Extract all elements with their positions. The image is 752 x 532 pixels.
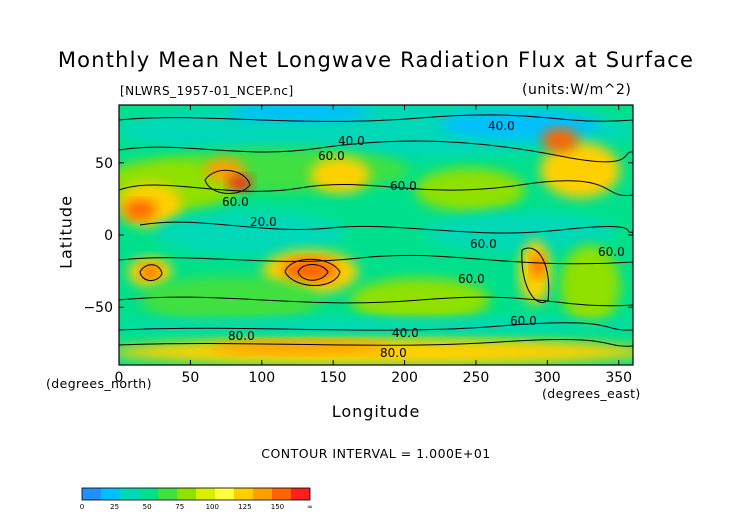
colorbar-swatch [215, 488, 234, 500]
contour-line [297, 264, 329, 281]
colorbar-frame [81, 487, 311, 501]
contour-label: 20.0 [250, 215, 277, 229]
field-blob [140, 265, 160, 279]
colorbar-swatch [177, 488, 196, 500]
field-blob [230, 105, 370, 122]
contour-lines [119, 114, 633, 347]
file-label: [NLWRS_1957-01_NCEP.nc] [120, 84, 294, 98]
x-tick-label: 350 [605, 370, 632, 386]
colorbar-tick-label: 0 [80, 503, 84, 511]
y-units-label: (degrees_north) [46, 376, 152, 391]
contour-line [284, 258, 341, 286]
colorbar-swatch [272, 488, 291, 500]
contour-line [119, 339, 633, 347]
colorbar-swatch [120, 488, 139, 500]
contour-label: 80.0 [228, 329, 255, 343]
contour-line [119, 140, 633, 163]
field-blob [282, 258, 338, 282]
y-tick-label: −50 [83, 300, 113, 316]
field-blob [560, 245, 620, 325]
contour-label: 40.0 [488, 119, 515, 133]
contour-label: 40.0 [392, 326, 419, 340]
contour-line [139, 221, 633, 234]
field-blob [124, 200, 156, 220]
x-tick-label: 0 [115, 370, 124, 386]
x-units-label: (degrees_east) [542, 386, 641, 401]
contour-label: 60.0 [470, 237, 497, 251]
contour-line [139, 264, 163, 281]
colorbar-tick-label: 25 [110, 503, 119, 511]
colorbar-swatch [82, 488, 101, 500]
x-tick-label: 200 [391, 370, 418, 386]
x-tick-label: 100 [248, 370, 275, 386]
x-tick-label: 50 [181, 370, 199, 386]
y-axis-label: Latitude [56, 195, 76, 269]
contour-line [119, 296, 633, 307]
contour-label: 60.0 [318, 149, 345, 163]
x-tick-label: 150 [320, 370, 347, 386]
contour-label: 80.0 [380, 346, 407, 360]
contour-line [119, 322, 633, 331]
y-tick-label: 0 [104, 228, 113, 244]
contour-label: 60.0 [390, 179, 417, 193]
x-tick-label: 250 [463, 370, 490, 386]
colorbar-swatch [158, 488, 177, 500]
contour-label: 40.0 [338, 134, 365, 148]
field-blob [542, 128, 578, 152]
field-blob [310, 157, 370, 193]
contour-line [521, 247, 550, 303]
colorbar-tick-label: 50 [143, 503, 152, 511]
contour-line [204, 169, 251, 194]
field-blob [140, 276, 320, 324]
contour-line [119, 180, 633, 197]
colorbar-tick-label: 75 [175, 503, 184, 511]
field-blob [425, 212, 615, 252]
colorbar-swatch [101, 488, 120, 500]
x-tick-label: 300 [534, 370, 561, 386]
x-axis-label: Longitude [331, 402, 421, 421]
contour-line [119, 114, 633, 122]
colorbar-swatch [291, 488, 310, 500]
contour-line [119, 254, 633, 265]
colorbar-tick-label: 150 [271, 503, 284, 511]
colorbar-swatch [234, 488, 253, 500]
contour-label: 60.0 [510, 314, 537, 328]
colorbar-swatch [139, 488, 158, 500]
colorbar-tick-label: 125 [238, 503, 251, 511]
y-tick-label: 50 [95, 156, 113, 172]
contour-label: 60.0 [222, 195, 249, 209]
units-label: (units:W/m^2) [522, 82, 632, 98]
contour-interval-label: CONTOUR INTERVAL = 1.000E+01 [261, 446, 491, 461]
colorbar-swatch [253, 488, 272, 500]
colorbar-swatch [196, 488, 215, 500]
field-blob [228, 175, 252, 191]
field-blob [531, 254, 545, 278]
chart-title: Monthly Mean Net Longwave Radiation Flux… [57, 48, 695, 72]
contour-label: 60.0 [598, 245, 625, 259]
contour-label: 60.0 [458, 272, 485, 286]
colorbar-tick-label: ∞ [307, 503, 313, 511]
field-blob [155, 211, 345, 255]
colorbar-tick-label: 100 [206, 503, 219, 511]
